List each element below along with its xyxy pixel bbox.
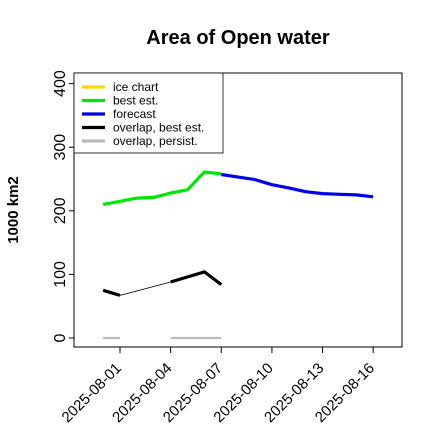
legend-label-forecast: forecast	[113, 107, 156, 121]
legend-label-best-est: best est.	[113, 94, 158, 108]
plot-frame	[73, 72, 403, 348]
x-axis: 2025-08-012025-08-042025-08-072025-08-10…	[59, 347, 378, 426]
y-tick-label: 400	[52, 70, 69, 97]
y-axis: 0 100 200 300 400	[52, 70, 74, 342]
y-tick-label: 200	[52, 197, 69, 224]
series-connector-overlap-best-est	[119, 281, 171, 296]
y-axis-label: 1000 km2	[5, 176, 22, 244]
y-tick-label: 100	[52, 261, 69, 288]
series-segment-overlap-best-est	[102, 288, 121, 297]
legend-label-ice-chart: ice chart	[113, 80, 159, 94]
plot-area	[102, 170, 374, 340]
series-segment-overlap-best-est	[170, 270, 223, 286]
legend-label-overlap-best-est: overlap, best est.	[113, 121, 204, 135]
y-tick-label: 300	[52, 134, 69, 161]
y-tick-label: 0	[52, 333, 69, 342]
chart-title: Area of Open water	[146, 27, 330, 49]
series-line-forecast	[221, 172, 374, 199]
legend-label-overlap-persist: overlap, persist.	[113, 134, 198, 148]
series-line-best-est	[102, 170, 222, 206]
